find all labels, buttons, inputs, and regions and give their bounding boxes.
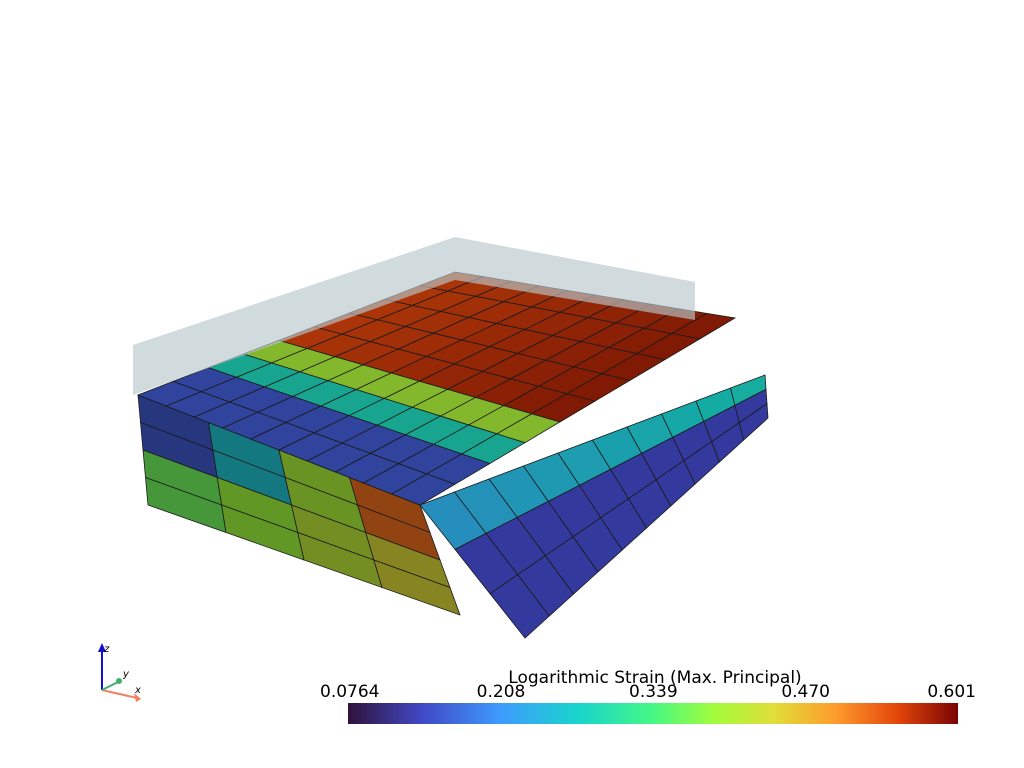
z-axis-label: z bbox=[103, 644, 110, 655]
colorbar-tick-label: 0.208 bbox=[477, 682, 526, 702]
mesh-cell bbox=[373, 559, 461, 616]
colorbar-tick-label: 0.339 bbox=[629, 682, 678, 702]
mesh-cell bbox=[670, 312, 737, 340]
undeformed-box bbox=[133, 237, 695, 395]
colorbar-tick-label: 0.470 bbox=[781, 682, 830, 702]
colorbar-ticks: 0.0764 0.208 0.339 0.470 0.601 bbox=[320, 682, 976, 702]
colorbar bbox=[348, 703, 958, 724]
colorbar-tick-label: 0.0764 bbox=[320, 682, 379, 702]
colorbar-title: Logarithmic Strain (Max. Principal) bbox=[508, 668, 801, 688]
y-axis-label: y bbox=[122, 669, 130, 680]
axes-widget: z y x bbox=[98, 643, 141, 702]
mesh-cell bbox=[738, 402, 769, 441]
colorbar-tick-label: 0.601 bbox=[927, 682, 976, 702]
mesh bbox=[136, 271, 769, 639]
x-axis-label: x bbox=[134, 685, 141, 696]
